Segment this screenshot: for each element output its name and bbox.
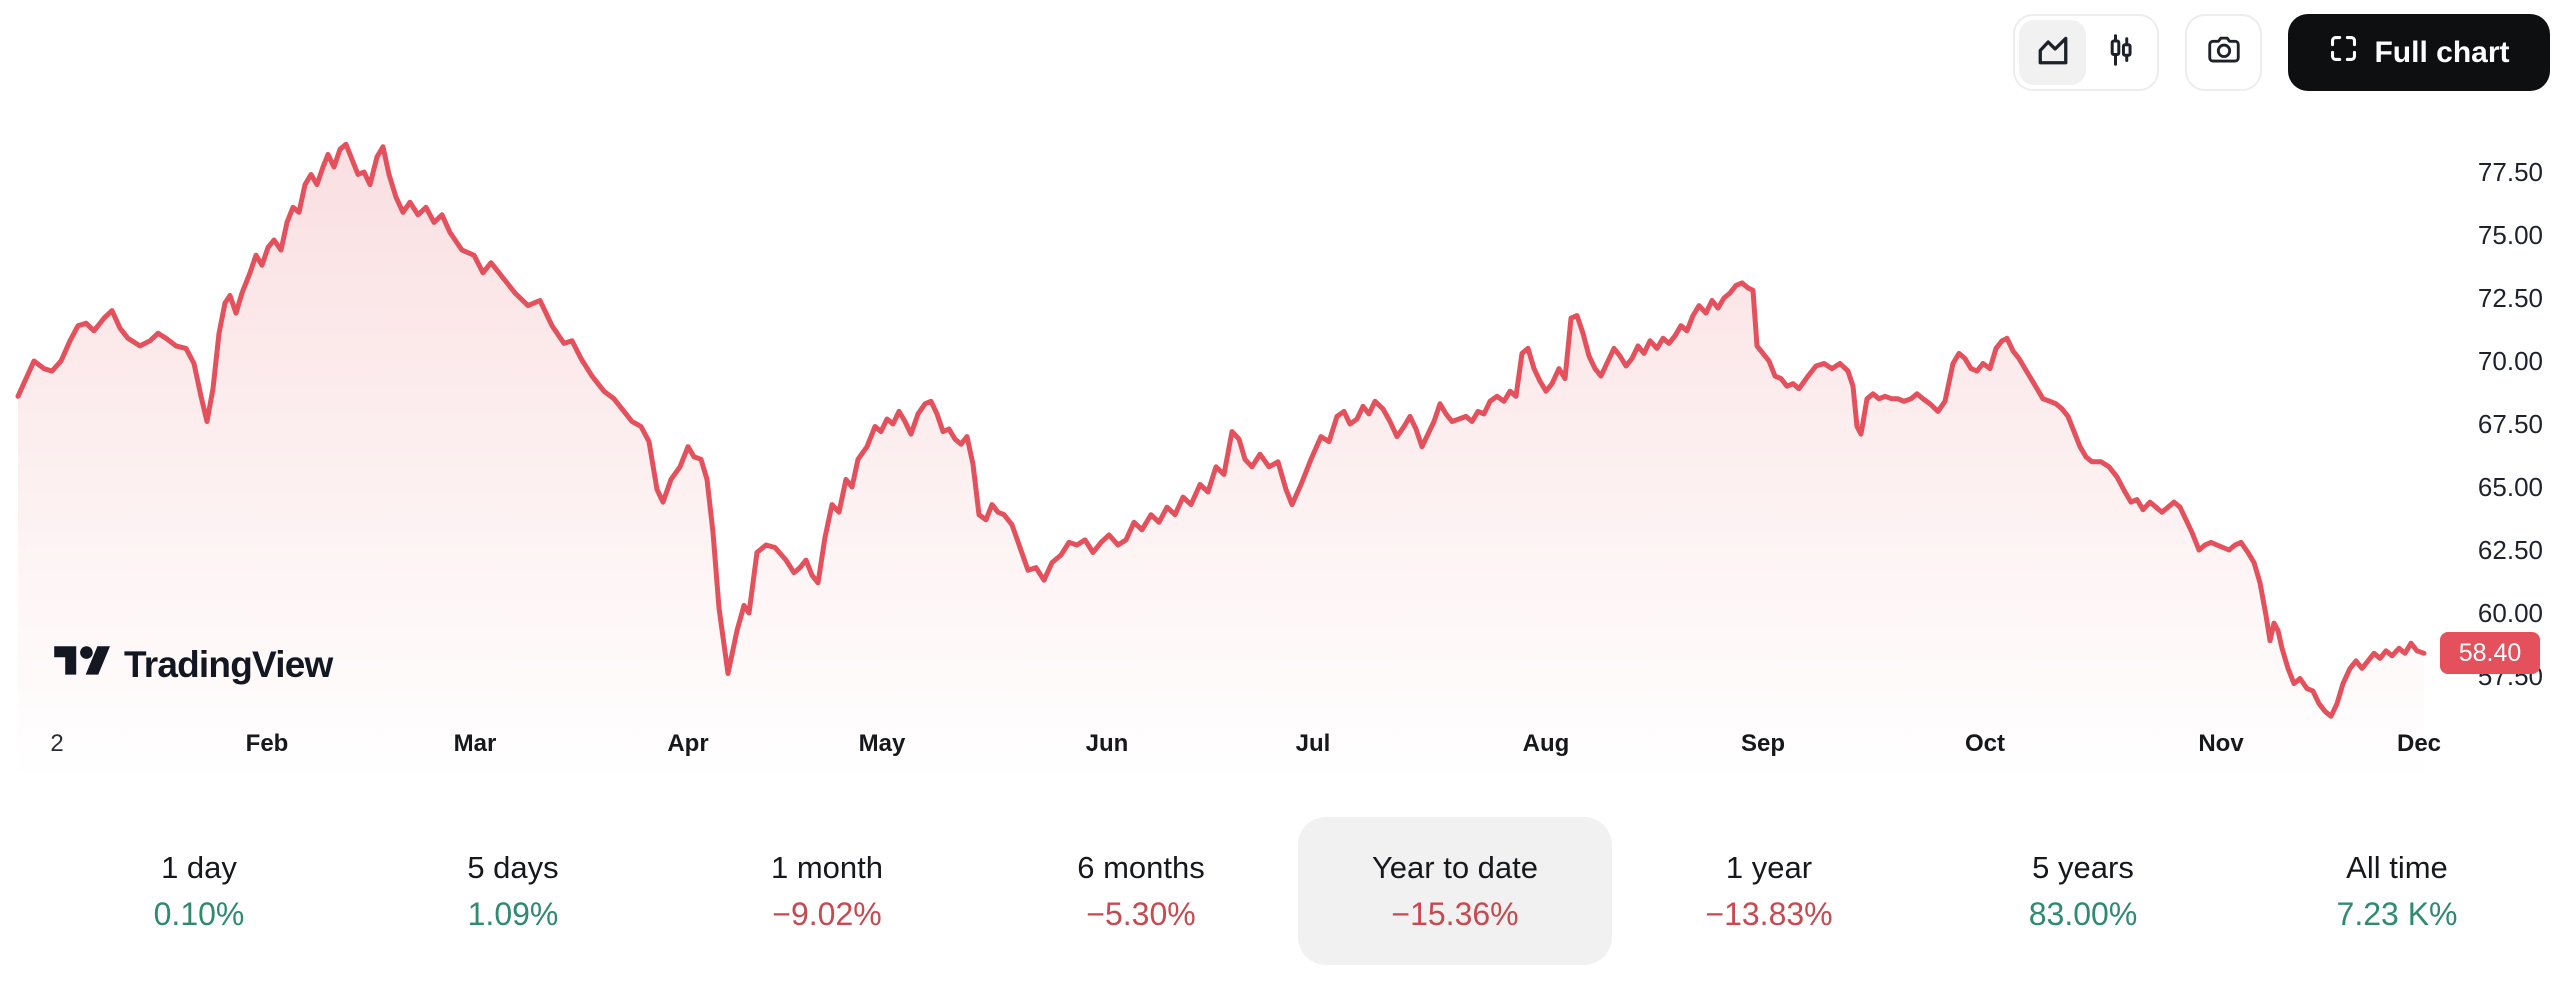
tradingview-logo-text: TradingView	[124, 643, 333, 685]
range-tab-change: 7.23 K%	[2336, 895, 2458, 932]
x-axis-label: Dec	[2396, 730, 2442, 757]
range-tab-1-month[interactable]: 1 month −9.02%	[670, 817, 984, 965]
range-tab-all-time[interactable]: All time 7.23 K%	[2240, 817, 2554, 965]
range-tab-label: 5 years	[2032, 849, 2134, 885]
y-axis-label: 70.00	[2477, 346, 2543, 376]
range-tab-change: −9.02%	[772, 895, 882, 932]
x-axis-label: Oct	[1964, 730, 2005, 757]
x-axis-label: Sep	[1740, 730, 1785, 757]
y-axis-label: 72.50	[2477, 283, 2543, 313]
range-tab-5-days[interactable]: 5 days 1.09%	[356, 817, 670, 965]
range-tab-year-to-date[interactable]: Year to date −15.36%	[1298, 817, 1612, 965]
y-axis-label: 62.50	[2477, 535, 2543, 565]
range-tab-change: −5.30%	[1086, 895, 1196, 932]
range-tab-change: 0.10%	[153, 895, 245, 932]
x-axis-label: 2	[50, 730, 64, 757]
x-axis-label: Feb	[245, 730, 289, 757]
y-axis-label: 75.00	[2477, 220, 2543, 250]
range-tab-change: −13.83%	[1705, 895, 1833, 932]
range-tab-1-day[interactable]: 1 day 0.10%	[42, 817, 356, 965]
area-chart-icon	[2035, 32, 2071, 73]
range-tab-1-year[interactable]: 1 year −13.83%	[1612, 817, 1926, 965]
x-axis-label: Jun	[1085, 730, 1129, 757]
range-tab-6-months[interactable]: 6 months −5.30%	[984, 817, 1298, 965]
x-axis-label: Jul	[1295, 730, 1331, 757]
range-tab-change: 83.00%	[2028, 895, 2138, 932]
range-tab-label: 1 month	[770, 849, 883, 885]
camera-icon	[2205, 31, 2243, 74]
price-chart[interactable]: 77.50 75.00 72.50 70.00 67.50 65.00 62.50 60.00…	[0, 0, 2560, 790]
range-tab-change: −15.36%	[1391, 895, 1519, 932]
x-axis-label: May	[858, 730, 906, 757]
chart-toolbar: Full chart	[2013, 14, 2550, 91]
range-tab-label: All time	[2346, 849, 2448, 885]
last-price-badge: 58.40	[2440, 632, 2540, 675]
candlestick-button[interactable]	[2086, 20, 2153, 85]
x-axis-label: Aug	[1522, 730, 1570, 757]
range-tab-5-years[interactable]: 5 years 83.00%	[1926, 817, 2240, 965]
area-fill	[18, 144, 2424, 781]
chart-type-toggle[interactable]	[2013, 14, 2159, 91]
area-chart-button[interactable]	[2019, 20, 2086, 85]
range-tab-label: Year to date	[1371, 849, 1539, 885]
snapshot-button[interactable]	[2185, 14, 2262, 91]
tradingview-attribution[interactable]: TradingView	[54, 640, 333, 689]
candlestick-icon	[2102, 32, 2138, 73]
x-axis-label: Apr	[667, 730, 709, 757]
full-chart-button[interactable]: Full chart	[2288, 14, 2550, 91]
y-axis-label: 65.00	[2477, 472, 2543, 502]
range-tab-change: 1.09%	[467, 895, 559, 932]
y-axis-label: 77.50	[2477, 157, 2543, 187]
x-axis-label: Mar	[453, 730, 497, 757]
range-tab-label: 1 day	[161, 849, 237, 885]
price-line	[15, 141, 2427, 719]
tradingview-logo-icon	[54, 640, 111, 689]
price-area-series	[15, 141, 2427, 781]
range-tab-label: 1 year	[1725, 849, 1813, 885]
range-tab-label: 5 days	[467, 849, 559, 885]
full-chart-label: Full chart	[2374, 35, 2510, 69]
range-tab-label: 6 months	[1077, 849, 1205, 885]
range-tabs: 1 day 0.10% 5 days 1.09% 1 month −9.02% 6 mont…	[42, 812, 2554, 970]
y-axis-label: 67.50	[2477, 409, 2543, 439]
x-axis-label: Nov	[2198, 730, 2244, 757]
y-axis-label: 60.00	[2477, 598, 2543, 628]
fullscreen-icon	[2328, 33, 2359, 72]
